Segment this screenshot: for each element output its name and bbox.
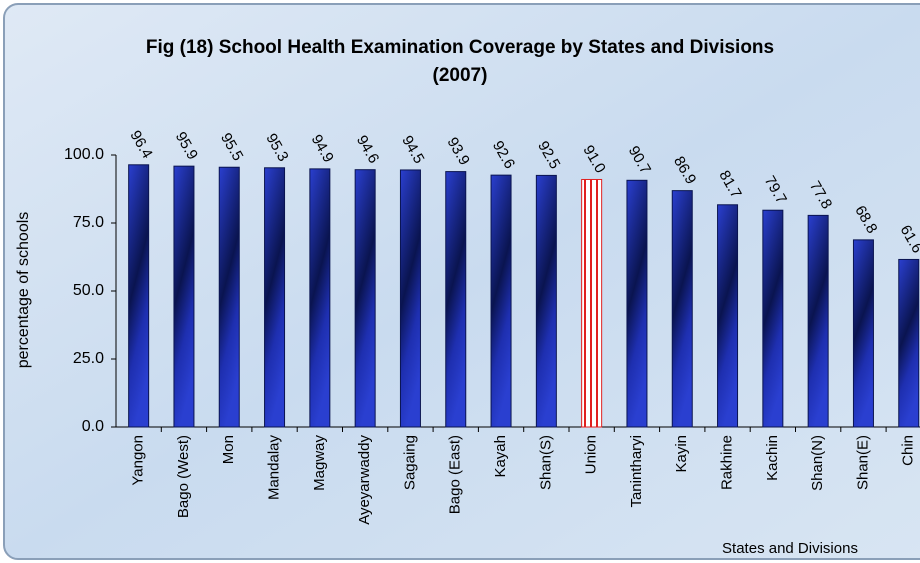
bar <box>490 174 512 428</box>
bar <box>445 171 467 428</box>
bar <box>354 169 376 428</box>
bar <box>128 164 150 428</box>
bar <box>309 168 331 428</box>
x-tick-label: Union <box>583 435 600 474</box>
x-tick-label: Kachin <box>764 435 781 481</box>
bar <box>264 167 286 428</box>
x-tick-label: Tanintharyi <box>628 435 645 508</box>
chart-title: Fig (18) School Health Examination Cover… <box>146 37 774 58</box>
x-tick-label: Magway <box>311 435 328 491</box>
bar <box>762 209 784 428</box>
bar <box>898 258 920 428</box>
bar <box>807 214 829 428</box>
x-tick-label: Kayah <box>492 435 509 478</box>
y-axis-label: percentage of schools <box>15 212 32 369</box>
bar <box>717 204 739 428</box>
x-tick-label: Chin <box>900 435 917 466</box>
bar <box>581 178 603 428</box>
x-tick-label: Kayin <box>673 435 690 473</box>
y-tick-label: 50.0 <box>73 282 104 299</box>
y-tick-label: 25.0 <box>73 350 104 367</box>
x-tick-label: Yangon <box>130 435 147 486</box>
y-tick-label: 100.0 <box>64 146 104 163</box>
chart-subtitle: (2007) <box>433 65 488 86</box>
x-tick-label: Shan(N) <box>809 435 826 491</box>
x-tick-label: Shan(S) <box>537 435 554 490</box>
x-tick-label: Ayeyarwaddy <box>356 435 373 525</box>
bar <box>399 169 421 428</box>
bar <box>626 179 648 428</box>
x-tick-label: Shan(E) <box>854 435 871 490</box>
bar <box>671 190 693 428</box>
x-axis-label: States and Divisions <box>722 540 858 557</box>
x-tick-label: Mon <box>220 435 237 464</box>
y-tick-label: 0.0 <box>82 418 104 435</box>
bar <box>535 174 557 428</box>
x-tick-label: Bago (East) <box>447 435 464 514</box>
x-tick-label: Sagaing <box>401 435 418 490</box>
bar <box>218 166 240 428</box>
bar <box>852 239 874 428</box>
x-tick-label: Rakhine <box>719 435 736 490</box>
x-tick-label: Mandalay <box>266 435 283 501</box>
bar <box>173 165 195 428</box>
y-tick-label: 75.0 <box>73 214 104 231</box>
x-tick-label: Bago (West) <box>175 435 192 518</box>
